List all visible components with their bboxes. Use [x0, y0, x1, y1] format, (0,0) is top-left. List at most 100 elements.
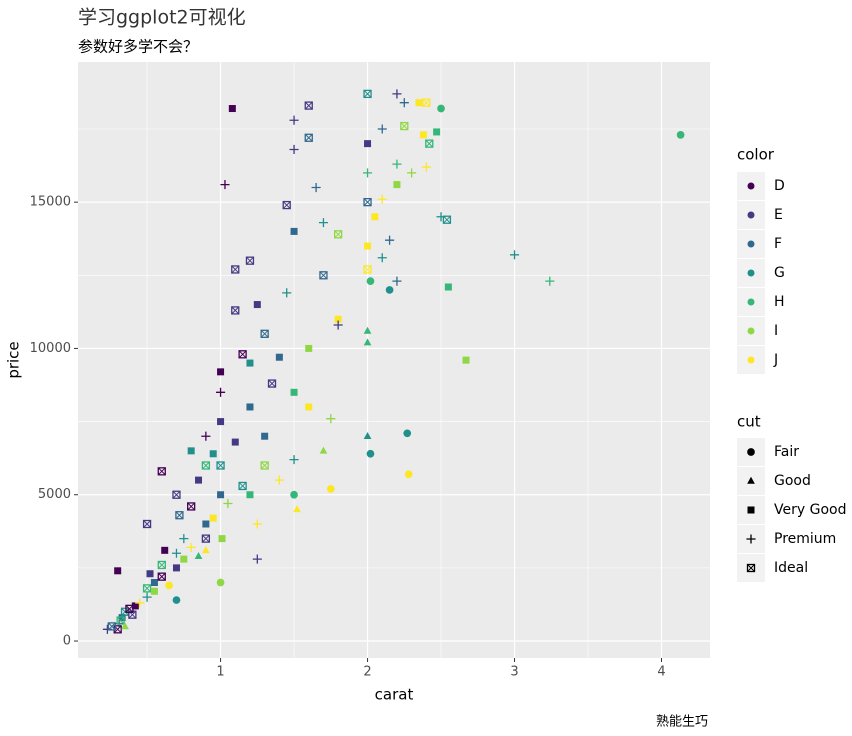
point: [238, 350, 247, 359]
shape: [437, 104, 445, 113]
point: [363, 265, 372, 274]
point: [231, 438, 239, 446]
shape: [209, 514, 217, 522]
point: [419, 131, 427, 139]
shape: [142, 584, 152, 593]
chart-subtitle: 参数好多学不会？: [78, 38, 198, 56]
point: [509, 250, 520, 260]
point: [289, 115, 299, 125]
shape: [157, 560, 166, 570]
shape: [217, 418, 225, 426]
point: [107, 622, 116, 631]
shape: [407, 168, 417, 178]
shape: [125, 604, 134, 613]
x-axis-label: carat: [375, 686, 414, 704]
shape: [216, 461, 225, 470]
shape: [392, 89, 402, 99]
legend-label: H: [774, 294, 785, 310]
shape: [363, 432, 372, 440]
point: [172, 596, 181, 604]
point: [363, 89, 372, 99]
legend-swatch: [746, 563, 756, 573]
point: [403, 429, 412, 438]
panel: [78, 62, 710, 658]
shape: [175, 511, 184, 520]
legend-label: G: [774, 265, 785, 281]
point: [231, 265, 240, 274]
point: [217, 491, 225, 499]
point: [371, 213, 379, 221]
point: [404, 470, 413, 479]
shape: [304, 101, 313, 110]
point: [392, 276, 402, 286]
shape: [442, 215, 452, 224]
shape: [399, 98, 409, 108]
point: [305, 403, 313, 411]
point: [216, 578, 225, 587]
shape: [363, 90, 372, 98]
shape: [231, 265, 240, 274]
shape: [172, 490, 181, 499]
shape: [747, 564, 755, 572]
point: [180, 555, 188, 563]
shape: [747, 476, 755, 484]
shape: [364, 242, 372, 250]
point: [201, 431, 211, 441]
point: [421, 162, 431, 172]
point: [444, 283, 452, 291]
legend-swatch: [747, 269, 755, 277]
shape: [246, 491, 254, 499]
shape: [425, 139, 434, 148]
point: [363, 432, 372, 440]
shape: [311, 182, 321, 193]
shape: [421, 162, 431, 172]
point: [293, 505, 301, 513]
shape: [209, 450, 217, 458]
point: [238, 481, 247, 491]
shape: [371, 213, 379, 221]
shape: [114, 567, 122, 575]
shape: [246, 359, 254, 367]
shape: [267, 379, 277, 388]
point: [442, 215, 452, 224]
shape: [334, 230, 343, 239]
point: [209, 450, 217, 458]
shape: [135, 598, 145, 608]
legend-label: Good: [774, 473, 811, 489]
x-tick-label: 3: [510, 665, 518, 680]
point: [202, 546, 210, 554]
shape: [238, 482, 247, 490]
caption: 熟能生巧: [656, 714, 708, 730]
shape: [186, 542, 196, 552]
shape: [305, 403, 313, 411]
point: [364, 140, 372, 148]
point: [318, 218, 329, 228]
point: [676, 131, 685, 139]
shape: [363, 338, 372, 346]
point: [157, 560, 166, 570]
point: [150, 587, 158, 595]
point: [223, 498, 233, 509]
shape: [150, 587, 158, 595]
shape: [157, 467, 166, 476]
legend-label: Premium: [774, 531, 836, 547]
shape: [746, 534, 756, 544]
shape: [260, 329, 269, 338]
shape: [131, 602, 139, 610]
shape: [252, 554, 262, 564]
shape: [403, 429, 412, 438]
shape: [326, 414, 336, 424]
point: [201, 461, 211, 470]
point: [364, 242, 372, 250]
point: [433, 128, 441, 136]
point: [253, 301, 261, 309]
point: [377, 124, 387, 134]
point: [399, 98, 409, 108]
point: [261, 432, 269, 440]
point: [290, 388, 298, 396]
point: [161, 546, 169, 554]
y-axis-label: price: [5, 341, 23, 378]
point: [392, 89, 402, 99]
shape: [260, 461, 269, 470]
shape: [172, 596, 181, 604]
